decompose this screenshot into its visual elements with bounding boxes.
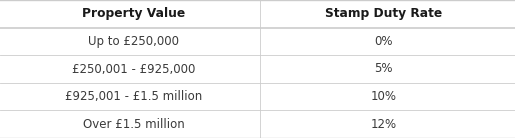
Text: Stamp Duty Rate: Stamp Duty Rate — [325, 7, 442, 20]
Text: £250,001 - £925,000: £250,001 - £925,000 — [72, 63, 196, 75]
Text: 5%: 5% — [374, 63, 393, 75]
Text: 12%: 12% — [371, 118, 397, 131]
Text: 0%: 0% — [374, 35, 393, 48]
Text: Up to £250,000: Up to £250,000 — [89, 35, 179, 48]
Text: 10%: 10% — [371, 90, 397, 103]
Text: Property Value: Property Value — [82, 7, 185, 20]
Text: Over £1.5 million: Over £1.5 million — [83, 118, 185, 131]
Text: £925,001 - £1.5 million: £925,001 - £1.5 million — [65, 90, 202, 103]
